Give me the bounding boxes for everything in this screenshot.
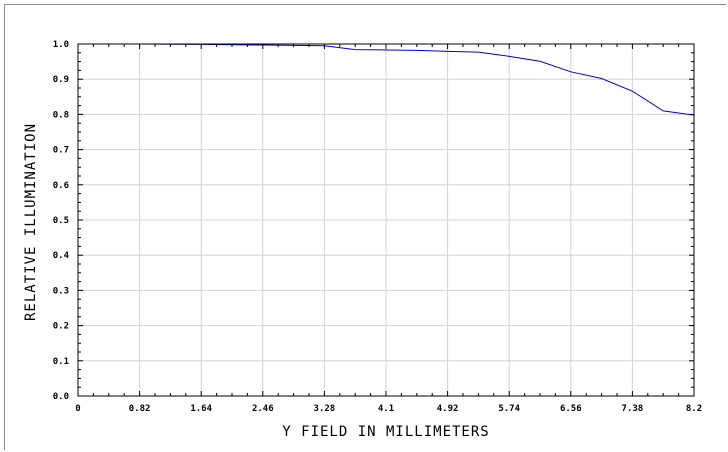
tick-labels: 0 0.82 1.64 2.46 3.28 4.1 4.92 5.74 6.56 7.38 8.2 0… xyxy=(53,40,702,414)
y-tick-label: 0.6 xyxy=(53,181,69,191)
x-tick-label: 0 xyxy=(75,404,80,414)
x-tick-label: 4.1 xyxy=(378,404,394,414)
y-tick-label: 0.3 xyxy=(53,286,69,296)
grid-layer xyxy=(78,44,694,396)
y-tick-label: 1.0 xyxy=(53,40,69,50)
y-axis-title: RELATIVE ILLUMINATION xyxy=(23,123,39,321)
x-axis-title: Y FIELD IN MILLIMETERS xyxy=(282,424,489,440)
y-tick-label: 0.2 xyxy=(53,322,69,332)
x-tick-label: 6.56 xyxy=(560,404,582,414)
relative-illumination-line xyxy=(78,43,695,116)
x-tick-label: 8.2 xyxy=(686,404,702,414)
x-tick-label: 3.28 xyxy=(314,404,336,414)
y-tick-label: 0.9 xyxy=(53,75,69,85)
y-tick-label: 0.1 xyxy=(53,357,69,367)
y-tick-label: 0.0 xyxy=(53,392,69,402)
x-tick-label: 1.64 xyxy=(190,404,212,414)
x-tick-label: 5.74 xyxy=(498,404,520,414)
y-tick-label: 0.7 xyxy=(53,146,69,156)
plot-frame xyxy=(4,4,726,450)
x-tick-label: 7.38 xyxy=(622,404,644,414)
y-tick-label: 0.4 xyxy=(53,251,70,261)
y-tick-label: 0.5 xyxy=(53,216,69,226)
series-layer xyxy=(78,43,695,116)
plot-area-border xyxy=(77,43,695,397)
x-tick-label: 4.92 xyxy=(437,404,459,414)
y-tick-label: 0.8 xyxy=(53,110,69,120)
x-tick-label: 0.82 xyxy=(129,404,151,414)
x-tick-label: 2.46 xyxy=(252,404,274,414)
